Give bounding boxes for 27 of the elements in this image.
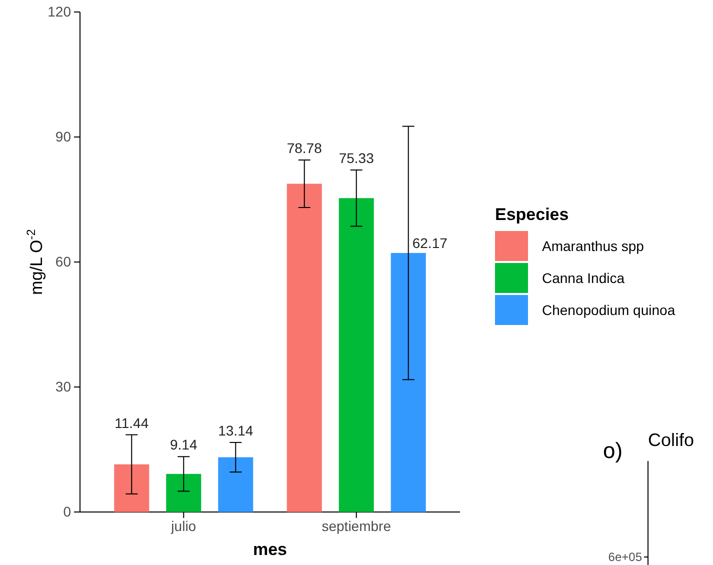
legend-label: Amaranthus spp — [542, 238, 644, 254]
text: Colifo — [648, 430, 694, 450]
text: o) — [603, 438, 623, 463]
data-label: 78.78 — [286, 140, 322, 156]
legend-title: Especies — [495, 205, 569, 224]
bar — [218, 457, 254, 512]
data-label: 75.33 — [338, 150, 374, 166]
bar — [114, 464, 150, 512]
y-tick-label: 30 — [55, 378, 72, 394]
x-tick-label: julio — [170, 518, 196, 534]
y-tick-label: 120 — [48, 3, 72, 20]
data-label: 13.14 — [218, 422, 254, 438]
bar — [338, 198, 374, 512]
y-tick-label: 90 — [55, 128, 72, 144]
x-tick-label: septiembre — [322, 518, 392, 534]
data-label: 11.44 — [114, 414, 149, 431]
x-axis-title: mes — [252, 540, 288, 559]
legend-label: Chenopodium quinoa — [542, 302, 676, 318]
data-label: 9.14 — [170, 436, 198, 453]
bar — [286, 184, 322, 512]
y-tick-label: 0 — [63, 503, 72, 520]
text: 6e+05 — [608, 550, 642, 564]
legend-label: Canna Indica — [542, 270, 625, 286]
y-tick-label: 60 — [55, 253, 72, 270]
bar — [166, 474, 202, 512]
data-label: 62.17 — [412, 234, 448, 251]
bar — [390, 252, 426, 512]
